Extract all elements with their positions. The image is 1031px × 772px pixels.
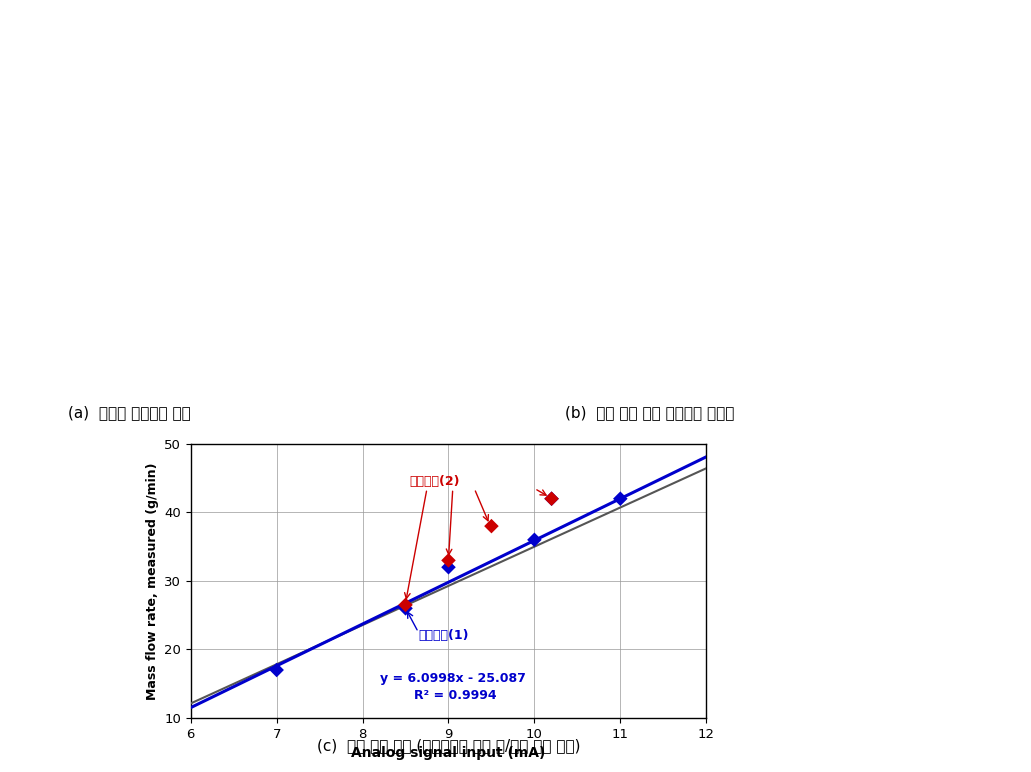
- Text: (c)  유량 측정 결과 (증기발생기 적용 전/후의 유량 비교): (c) 유량 측정 결과 (증기발생기 적용 전/후의 유량 비교): [317, 738, 580, 753]
- Point: [543, 493, 560, 505]
- Point: [526, 533, 542, 546]
- Point: [268, 664, 285, 676]
- Point: [543, 493, 560, 505]
- Text: R² = 0.9994: R² = 0.9994: [414, 689, 497, 702]
- Text: (a)  이온수 정량펌프 사진: (a) 이온수 정량펌프 사진: [67, 405, 191, 420]
- Point: [440, 561, 457, 574]
- X-axis label: Analog signal input (mA): Analog signal input (mA): [352, 747, 545, 760]
- Y-axis label: Mass flow rate, measured (g/min): Mass flow rate, measured (g/min): [145, 462, 159, 699]
- Point: [440, 554, 457, 567]
- Text: (b)  펌프 유량 측정 실험장치 구성도: (b) 펌프 유량 측정 실험장치 구성도: [565, 405, 734, 420]
- Text: y = 6.0998x - 25.087: y = 6.0998x - 25.087: [379, 672, 526, 686]
- Point: [397, 599, 413, 611]
- Text: 유량측정(1): 유량측정(1): [419, 629, 469, 642]
- Point: [484, 520, 500, 533]
- Point: [397, 602, 413, 615]
- Point: [612, 493, 629, 505]
- Text: 유량측정(2): 유량측정(2): [410, 475, 460, 488]
